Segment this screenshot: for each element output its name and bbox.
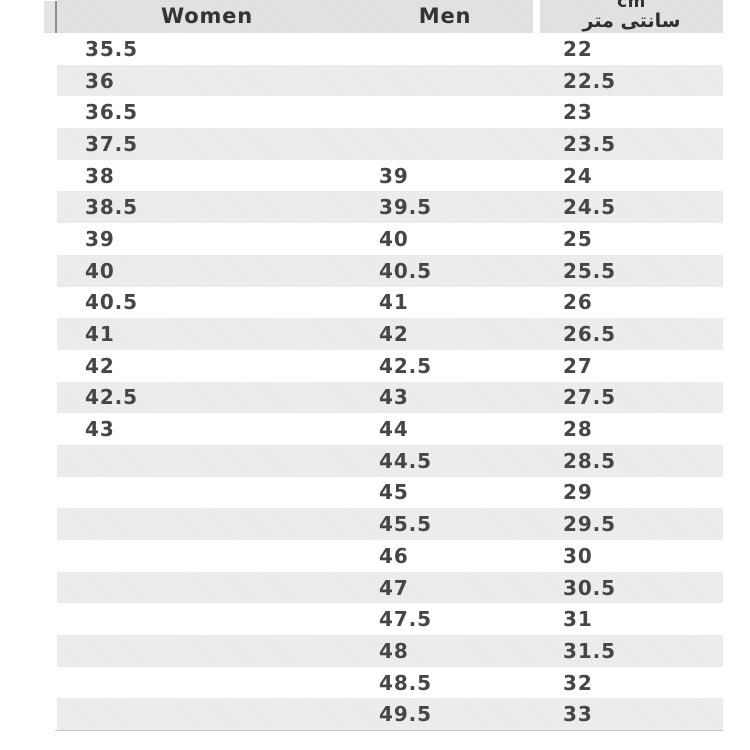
cell-women: 38	[85, 163, 115, 188]
cell-cm: 28.5	[563, 448, 616, 473]
cell-cm: 30	[563, 543, 593, 568]
cell-women: 39	[85, 226, 115, 251]
cell-men: 48	[379, 638, 409, 663]
table-row: 39 40 25	[57, 223, 723, 255]
cell-men: 49.5	[379, 702, 432, 727]
table-row: 41 42 26.5	[57, 318, 723, 350]
cell-cm: 29.5	[563, 512, 616, 537]
cell-men: 44	[379, 417, 409, 442]
table-row: 47 30.5	[57, 571, 723, 604]
table-row: 49.5 33	[57, 698, 723, 731]
cell-men: 44.5	[379, 448, 432, 473]
column-header-men: Men	[418, 4, 472, 28]
table-row: 37.5 23.5	[57, 128, 723, 160]
table-row: 48 31.5	[57, 635, 723, 667]
column-header-cm: cm سانتی متر	[540, 0, 723, 33]
cell-cm: 24.5	[563, 195, 616, 220]
table-row: 43 44 28	[57, 413, 723, 445]
cm-header-inner: cm سانتی متر	[540, 0, 723, 32]
cell-cm: 26.5	[563, 322, 616, 347]
cell-cm: 23	[563, 100, 593, 125]
header-gap	[533, 0, 540, 33]
table-row: 42 42.5 27	[57, 350, 723, 382]
cell-cm: 27	[563, 353, 593, 378]
cell-men: 39.5	[379, 195, 432, 220]
table-row: 40.5 41 26	[57, 287, 723, 319]
cell-men: 40	[379, 226, 409, 251]
cell-women: 41	[85, 322, 115, 347]
table-row: 42.5 43 27.5	[57, 381, 723, 414]
table-row: 47.5 31	[57, 603, 723, 635]
header-main-block: Women Men	[57, 0, 533, 33]
table-row: 40 40.5 25.5	[57, 254, 723, 287]
cell-cm: 22	[563, 36, 593, 61]
table-row: 35.5 22	[57, 33, 723, 65]
cell-women: 36.5	[85, 100, 138, 125]
cell-cm: 25.5	[563, 258, 616, 283]
cell-men: 45	[379, 480, 409, 505]
cm-unit-label: cm	[617, 0, 646, 12]
cell-women: 42.5	[85, 385, 138, 410]
cell-cm: 23.5	[563, 131, 616, 156]
cell-men: 39	[379, 163, 409, 188]
cell-men: 42.5	[379, 353, 432, 378]
cell-cm: 22.5	[563, 68, 616, 93]
cell-cm: 24	[563, 163, 593, 188]
table-body: 35.5 22 36 22.5 36.5 23 37.5 23.5 38 39 …	[57, 33, 723, 731]
cell-men: 42	[379, 322, 409, 347]
cell-men: 40.5	[379, 258, 432, 283]
cell-men: 47.5	[379, 607, 432, 632]
cell-women: 43	[85, 417, 115, 442]
table-row: 45.5 29.5	[57, 508, 723, 540]
table-row: 36.5 23	[57, 96, 723, 128]
cell-men: 45.5	[379, 512, 432, 537]
cell-men: 47	[379, 575, 409, 600]
cell-cm: 32	[563, 670, 593, 695]
cell-men: 43	[379, 385, 409, 410]
cell-cm: 31	[563, 607, 593, 632]
cm-persian-label: سانتی متر	[582, 10, 681, 32]
cell-cm: 27.5	[563, 385, 616, 410]
table-row: 38 39 24	[57, 160, 723, 192]
header-left-strip	[44, 1, 55, 33]
table-header-row: Women Men cm سانتی متر	[57, 0, 723, 33]
cell-cm: 28	[563, 417, 593, 442]
table-row: 48.5 32	[57, 667, 723, 699]
table-row: 44.5 28.5	[57, 444, 723, 477]
cell-cm: 30.5	[563, 575, 616, 600]
table-row: 38.5 39.5 24.5	[57, 191, 723, 224]
cell-cm: 33	[563, 702, 593, 727]
cell-cm: 31.5	[563, 638, 616, 663]
table-row: 46 30	[57, 540, 723, 572]
table-row: 45 29	[57, 477, 723, 509]
cell-cm: 29	[563, 480, 593, 505]
cell-men: 41	[379, 290, 409, 315]
header-left-accent-line	[55, 1, 57, 33]
cell-men: 48.5	[379, 670, 432, 695]
cell-women: 36	[85, 68, 115, 93]
cell-women: 40	[85, 258, 115, 283]
table-row: 36 22.5	[57, 64, 723, 97]
cell-women: 38.5	[85, 195, 138, 220]
table-bottom-border	[55, 730, 723, 731]
cell-women: 35.5	[85, 36, 138, 61]
cell-men: 46	[379, 543, 409, 568]
column-header-women: Women	[161, 4, 253, 28]
cell-women: 40.5	[85, 290, 138, 315]
cell-cm: 26	[563, 290, 593, 315]
cell-women: 42	[85, 353, 115, 378]
cell-women: 37.5	[85, 131, 138, 156]
cell-cm: 25	[563, 226, 593, 251]
size-conversion-table: Women Men cm سانتی متر 35.5 22 36 22.5 3…	[57, 0, 723, 731]
